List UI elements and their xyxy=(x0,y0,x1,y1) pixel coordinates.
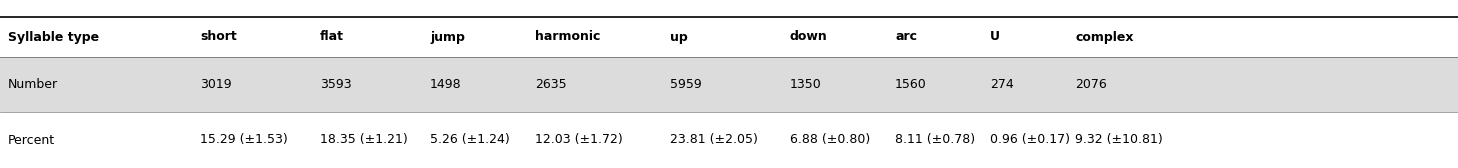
Text: 8.11 (±0.78): 8.11 (±0.78) xyxy=(895,134,975,146)
Text: 12.03 (±1.72): 12.03 (±1.72) xyxy=(535,134,623,146)
Text: 23.81 (±2.05): 23.81 (±2.05) xyxy=(671,134,758,146)
Text: 1350: 1350 xyxy=(790,78,822,91)
Text: 1560: 1560 xyxy=(895,78,927,91)
Text: 5.26 (±1.24): 5.26 (±1.24) xyxy=(430,134,510,146)
Text: Syllable type: Syllable type xyxy=(7,31,99,44)
Text: down: down xyxy=(790,31,828,44)
Bar xyxy=(0,57,1458,112)
Text: 2076: 2076 xyxy=(1075,78,1107,91)
Text: 2635: 2635 xyxy=(535,78,567,91)
Text: jump: jump xyxy=(430,31,465,44)
Text: 0.96 (±0.17): 0.96 (±0.17) xyxy=(990,134,1070,146)
Text: arc: arc xyxy=(895,31,917,44)
Text: harmonic: harmonic xyxy=(535,31,601,44)
Text: short: short xyxy=(200,31,236,44)
Text: U: U xyxy=(990,31,1000,44)
Bar xyxy=(0,17,1458,57)
Text: flat: flat xyxy=(319,31,344,44)
Text: 5959: 5959 xyxy=(671,78,701,91)
Text: 9.32 (±10.81): 9.32 (±10.81) xyxy=(1075,134,1162,146)
Text: 6.88 (±0.80): 6.88 (±0.80) xyxy=(790,134,870,146)
Text: Number: Number xyxy=(7,78,58,91)
Text: 274: 274 xyxy=(990,78,1013,91)
Text: 15.29 (±1.53): 15.29 (±1.53) xyxy=(200,134,287,146)
Text: 3593: 3593 xyxy=(319,78,351,91)
Text: up: up xyxy=(671,31,688,44)
Text: 3019: 3019 xyxy=(200,78,232,91)
Text: Percent: Percent xyxy=(7,134,55,146)
Text: 18.35 (±1.21): 18.35 (±1.21) xyxy=(319,134,408,146)
Text: 1498: 1498 xyxy=(430,78,462,91)
Bar xyxy=(0,112,1458,168)
Text: complex: complex xyxy=(1075,31,1133,44)
